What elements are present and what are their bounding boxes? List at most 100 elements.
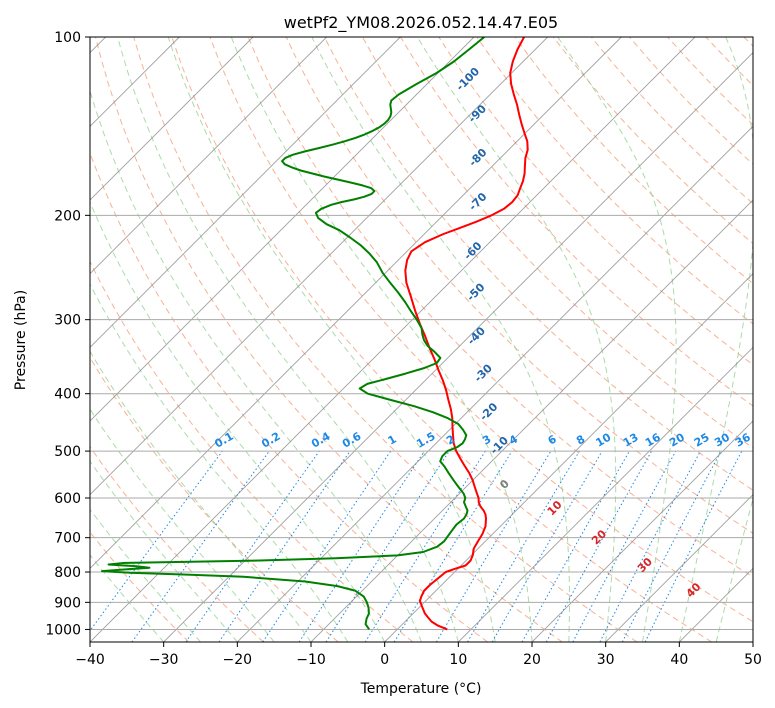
background-lines [90,37,753,642]
x-tick-label: 0 [380,652,389,668]
wetbulb-label: -100 [454,65,483,94]
isotherm [90,37,401,348]
dry-adiabat [438,37,753,366]
mixing-ratio-line [185,450,320,642]
isotherm [679,567,753,642]
isotherm [90,37,696,642]
wetbulb-label: -20 [477,400,500,423]
mixing-ratio-line [467,450,580,642]
isotherm [90,37,622,569]
mixing-ratio-line [325,450,450,642]
moist-adiabat [90,460,238,642]
wetbulb-label: -70 [466,190,489,213]
mixing-ratio-label: 16 [643,430,663,449]
mixing-ratio-label: 0.1 [212,430,235,451]
dry-adiabat [90,260,414,642]
y-tick-label: 700 [54,531,81,547]
mixing-ratio-label: 6 [546,432,559,447]
mixing-ratio-line [393,450,513,642]
isotherm [458,346,753,642]
moist-adiabat [90,554,165,642]
dry-adiabat [90,356,339,642]
isotherm [605,494,753,642]
wetbulb-label: -80 [466,146,489,169]
mixing-ratio-label: 20 [667,430,687,449]
dry-adiabat [209,37,753,623]
dry-adiabat [95,37,563,642]
dry-adiabat [323,37,753,491]
wbpt-label: 20 [589,527,609,547]
mixing-ratio-line [644,450,743,642]
moist-adiabat [230,37,533,642]
mixing-ratio-line [131,450,270,642]
x-tick-label: 20 [523,652,541,668]
x-axis-ticks: −40 −30 −20 −10 0 10 20 30 40 50 [75,642,762,668]
x-tick-label: −30 [149,652,179,668]
isotherm [90,37,327,275]
y-tick-label: 500 [54,444,81,460]
moist-adiabat [117,37,459,642]
mixing-ratio-label: 1 [386,433,399,448]
plot-frame [89,36,754,643]
moist-adiabat [90,408,275,642]
moist-adiabat [167,37,496,642]
x-tick-label: −20 [223,652,253,668]
isotherm [237,125,753,642]
y-tick-label: 300 [54,313,81,329]
mixing-ratio-label: 8 [574,433,587,448]
y-axis-label: Pressure (hPa) [13,290,29,390]
moist-adiabat [90,200,386,642]
chart-title: wetPf2_YM08.2026.052.14.47.E05 [284,13,558,33]
moist-adiabat [90,89,422,642]
mixing-ratio-line [262,450,392,642]
y-tick-label: 900 [54,595,81,611]
mixing-ratio-label: 0.2 [259,430,282,451]
y-tick-label: 1000 [45,622,81,638]
dry-adiabat [514,37,753,285]
x-tick-label: 40 [670,652,688,668]
moist-adiabat [557,37,677,642]
mixing-ratio-line [572,450,677,642]
dry-adiabat [171,37,712,642]
mixing-ratio-line [521,450,630,642]
profile-curves [101,37,529,631]
dry-adiabat [590,37,753,205]
x-tick-label: 10 [449,652,467,668]
mixing-ratio-label: 1.5 [414,430,437,451]
x-tick-label: 50 [744,652,762,668]
dry-adiabat [552,37,753,245]
isotherm [531,420,753,642]
y-tick-label: 200 [54,208,81,224]
isotherm [752,641,753,642]
mixing-ratio-label: 36 [733,430,753,449]
y-tick-label: 800 [54,565,81,581]
isotherm [90,37,548,496]
x-tick-label: −40 [75,652,105,668]
isotherm [310,199,753,642]
isotherm [384,273,753,642]
wetbulb-label: -30 [472,361,495,384]
dry-adiabat [705,37,753,87]
dewpoint-curve [101,37,485,630]
mixing-ratio-line [298,450,425,642]
y-axis-ticks: 100 200 300 400 500 600 700 800 900 1000 [45,30,90,638]
mixing-ratio-label: 13 [621,431,641,450]
moist-adiabat [678,37,753,642]
mixing-ratio-label: 25 [692,431,712,450]
line-labels: -100-90-80-70-60-50-40-30-20-100.1 0.2 0.4… [212,65,753,601]
dry-adiabat [476,37,753,325]
x-tick-label: 30 [597,652,615,668]
moist-adiabat [90,283,349,642]
dry-adiabat [667,37,753,126]
moist-adiabat [311,37,570,642]
mixing-ratio-line [90,450,223,632]
dry-adiabat [743,37,753,47]
x-tick-label: −10 [296,652,326,668]
mixing-ratio-line [218,450,351,642]
dry-adiabat [90,445,264,642]
y-tick-label: 400 [54,387,81,403]
y-tick-label: 100 [54,30,81,46]
moist-adiabat [416,37,617,642]
mixing-ratio-label: 30 [712,430,732,449]
